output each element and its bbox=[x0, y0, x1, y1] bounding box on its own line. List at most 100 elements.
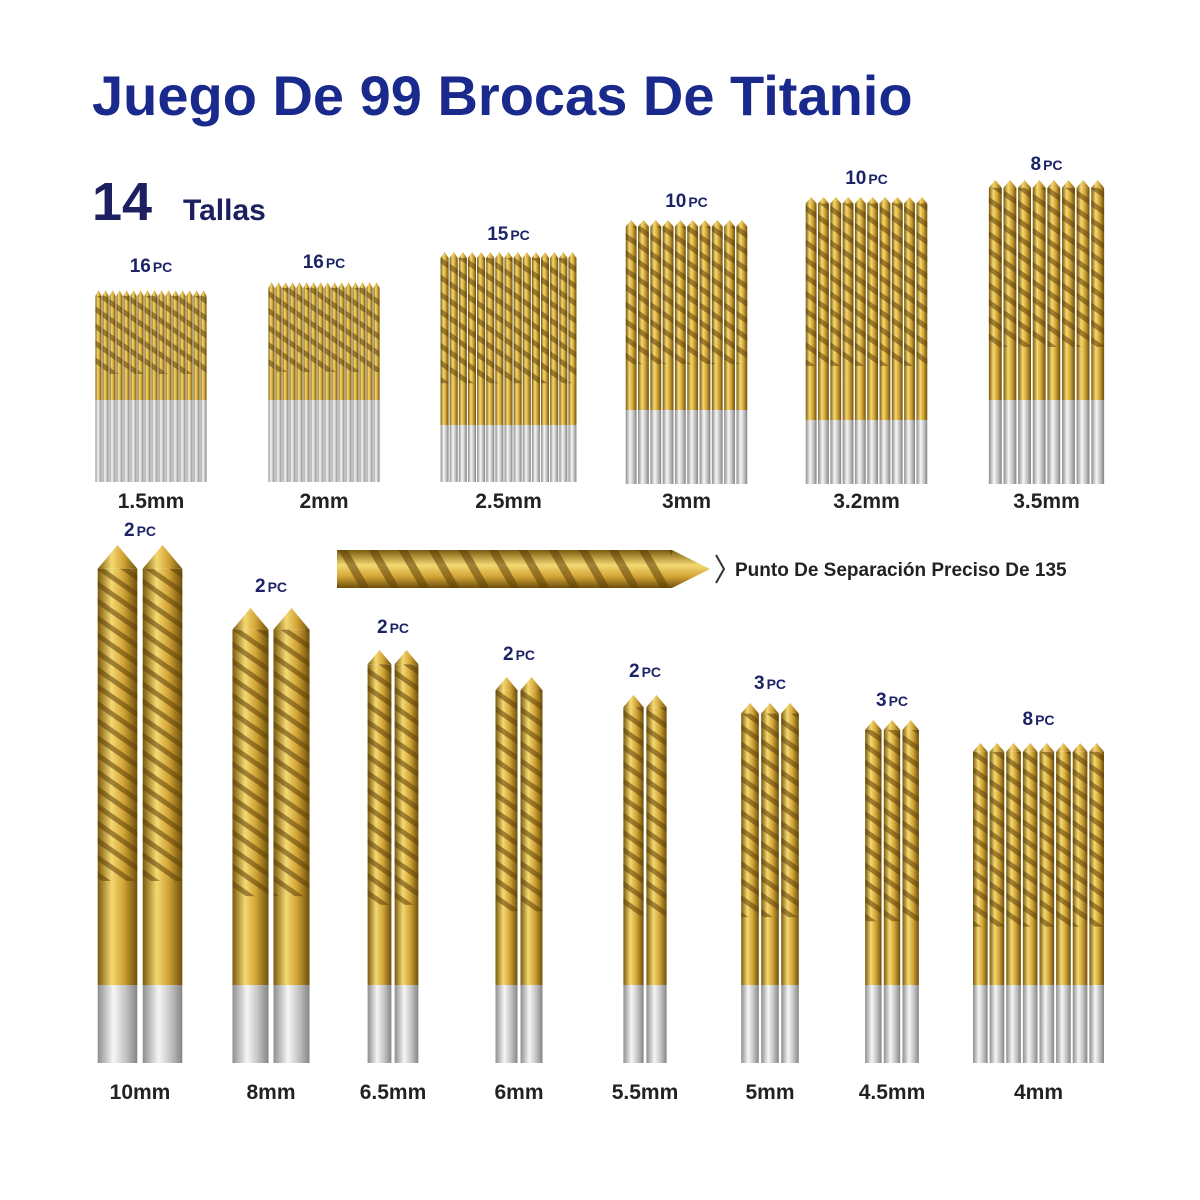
bit-shank bbox=[123, 400, 130, 482]
bit-tip bbox=[650, 220, 662, 227]
size-label: 5mm bbox=[745, 1081, 794, 1104]
drill-bit bbox=[650, 220, 662, 484]
count-unit: PC bbox=[868, 171, 887, 187]
bit-twist bbox=[699, 226, 711, 365]
bit-twist bbox=[151, 296, 158, 374]
bit-twist bbox=[1076, 187, 1090, 347]
bit-twist bbox=[394, 664, 419, 905]
bit-shank bbox=[345, 400, 352, 482]
drill-bit bbox=[1047, 180, 1061, 484]
bit-twist bbox=[883, 729, 901, 922]
drill-bit bbox=[550, 252, 559, 482]
bit-tip bbox=[172, 290, 179, 296]
bit-twist bbox=[1003, 187, 1017, 347]
drill-bit bbox=[296, 282, 303, 482]
bit-twist bbox=[879, 203, 891, 366]
drill-group: 16 PC 2mm bbox=[268, 252, 380, 513]
bit-twist bbox=[761, 713, 779, 918]
bit-tip bbox=[1062, 180, 1075, 188]
bit-twist bbox=[646, 707, 667, 916]
drill-bit bbox=[282, 282, 289, 482]
bit-shank bbox=[467, 425, 476, 482]
piece-count: 2 PC bbox=[503, 644, 535, 665]
callout-text: Punto De Separación Preciso De 135 bbox=[735, 560, 1067, 581]
bit-twist bbox=[568, 258, 577, 384]
bit-tip bbox=[97, 545, 138, 569]
count-number: 8 bbox=[1022, 709, 1033, 730]
drill-bit bbox=[891, 197, 903, 484]
size-label: 4.5mm bbox=[859, 1081, 926, 1104]
bit-twist bbox=[724, 226, 735, 365]
bit-twist bbox=[458, 258, 467, 384]
bit-shank bbox=[275, 400, 282, 482]
drill-bit bbox=[623, 695, 644, 1063]
bit-shank bbox=[883, 985, 901, 1063]
bit-twist bbox=[123, 296, 130, 374]
bit-twist bbox=[1062, 187, 1075, 347]
count-number: 2 bbox=[503, 644, 514, 665]
drill-bit bbox=[513, 252, 522, 482]
bit-shank bbox=[625, 410, 637, 484]
drill-bit bbox=[449, 252, 458, 482]
drill-bit bbox=[522, 252, 531, 482]
bit-tip bbox=[186, 290, 193, 296]
bit-shank bbox=[988, 400, 1002, 484]
bit-tip bbox=[568, 252, 577, 258]
count-number: 2 bbox=[255, 576, 266, 597]
bit-twist bbox=[232, 629, 269, 897]
bit-shank bbox=[179, 400, 186, 482]
piece-count: 2 PC bbox=[255, 576, 287, 597]
bit-tip bbox=[1089, 743, 1105, 752]
bit-twist bbox=[559, 258, 568, 384]
bit-tip bbox=[988, 180, 1002, 188]
bit-twist bbox=[359, 288, 366, 372]
bit-twist bbox=[158, 296, 165, 374]
size-label: 10mm bbox=[110, 1081, 171, 1104]
bit-shank bbox=[1089, 985, 1105, 1063]
bit-twist bbox=[638, 226, 649, 365]
bit-tip bbox=[303, 282, 310, 288]
bit-tip bbox=[449, 252, 458, 258]
bit-shank bbox=[1076, 400, 1090, 484]
bit-shank bbox=[662, 410, 674, 484]
drill-bit bbox=[741, 703, 759, 1063]
drill-bit bbox=[477, 252, 486, 482]
drill-bit bbox=[674, 220, 686, 484]
drill-bit bbox=[1089, 743, 1105, 1063]
bit-tip bbox=[724, 220, 735, 227]
bit-twist bbox=[310, 288, 317, 372]
bit-shank bbox=[559, 425, 568, 482]
bit-tip bbox=[458, 252, 467, 258]
count-unit: PC bbox=[1035, 712, 1054, 728]
bit-tip bbox=[1006, 743, 1021, 752]
bit-twist bbox=[97, 568, 138, 881]
bit-tip bbox=[541, 252, 550, 258]
drill-bit bbox=[842, 197, 854, 484]
bit-shank bbox=[193, 400, 200, 482]
bit-shank bbox=[289, 400, 296, 482]
bit-shank bbox=[1056, 985, 1071, 1063]
drill-bit bbox=[1072, 743, 1088, 1063]
drill-bit bbox=[137, 290, 144, 482]
bit-shank bbox=[711, 410, 723, 484]
bit-tip bbox=[352, 282, 359, 288]
bit-twist bbox=[741, 713, 759, 918]
bit-twist bbox=[916, 203, 928, 366]
bit-shank bbox=[232, 985, 269, 1063]
drill-bit bbox=[200, 290, 207, 482]
drill-bit bbox=[699, 220, 711, 484]
bit-twist bbox=[268, 288, 275, 372]
count-unit: PC bbox=[889, 693, 908, 709]
drill-bit bbox=[830, 197, 842, 484]
size-label: 2mm bbox=[299, 490, 348, 513]
drill-bit bbox=[109, 290, 116, 482]
bit-shank bbox=[513, 425, 522, 482]
drill-bit bbox=[359, 282, 366, 482]
drill-bit bbox=[268, 282, 275, 482]
bit-shank bbox=[130, 400, 137, 482]
bit-twist bbox=[623, 707, 644, 916]
bit-shank bbox=[1072, 985, 1088, 1063]
bit-shank bbox=[273, 985, 310, 1063]
bit-shank bbox=[165, 400, 172, 482]
